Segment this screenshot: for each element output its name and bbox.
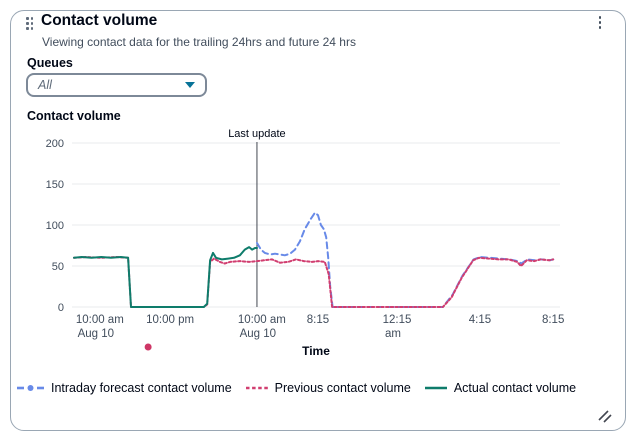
x-tick-label: Aug 10 <box>240 328 276 340</box>
legend-item-actual[interactable]: Actual contact volume <box>424 381 577 395</box>
series-solid <box>73 246 258 308</box>
queues-select[interactable]: All <box>26 73 207 97</box>
previous-dashed-swatch-icon <box>245 386 268 390</box>
x-tick-label: 4:15 <box>469 314 491 326</box>
chevron-down-icon <box>185 82 195 88</box>
forecast-dash-dot-swatch-icon <box>17 385 44 391</box>
last-update-label: Last update <box>228 128 286 140</box>
x-tick-label: 8:15 <box>307 314 329 326</box>
x-tick-label: 8:15 <box>542 314 564 326</box>
x-tick-label: 10:00 am <box>76 314 124 326</box>
legend-label: Actual contact volume <box>453 381 577 395</box>
series-dashed <box>256 211 555 308</box>
x-tick-label: 10:00 pm <box>146 314 194 326</box>
resize-handle-icon[interactable] <box>595 407 615 427</box>
y-tick-label: 200 <box>46 138 64 150</box>
y-tick-label: 150 <box>46 179 64 191</box>
x-tick-label: 12:15 <box>383 314 412 326</box>
widget-subtitle: Viewing contact data for the trailing 24… <box>42 35 356 49</box>
x-tick-label: 10:00 am <box>238 314 286 326</box>
contact-volume-chart[interactable]: 0 50 100 150 200 10:00 am Aug 10 10:00 pm 10:00 … <box>24 128 608 366</box>
queues-label: Queues <box>27 56 73 70</box>
x-tick-label: Aug 10 <box>78 328 114 340</box>
legend-label: Previous contact volume <box>274 381 411 395</box>
y-tick-label: 50 <box>52 261 64 273</box>
chart-legend: Intraday forecast contact volume Previou… <box>17 381 576 395</box>
drag-handle-icon[interactable] <box>26 17 35 30</box>
widget-title: Contact volume <box>41 12 158 29</box>
y-tick-label: 100 <box>46 220 64 232</box>
legend-item-intraday-forecast[interactable]: Intraday forecast contact volume <box>17 381 232 395</box>
chart-section-label: Contact volume <box>27 109 121 123</box>
kebab-menu-icon[interactable] <box>593 13 607 32</box>
series-dotted <box>73 256 555 308</box>
legend-label: Intraday forecast contact volume <box>51 381 232 395</box>
outlier-dot <box>144 343 152 351</box>
actual-solid-swatch-icon <box>424 386 447 390</box>
y-tick-label: 0 <box>58 302 64 314</box>
queues-select-value: All <box>38 78 52 92</box>
x-axis-title: Time <box>302 344 330 358</box>
x-tick-label: am <box>385 328 401 340</box>
legend-item-previous[interactable]: Previous contact volume <box>245 381 411 395</box>
